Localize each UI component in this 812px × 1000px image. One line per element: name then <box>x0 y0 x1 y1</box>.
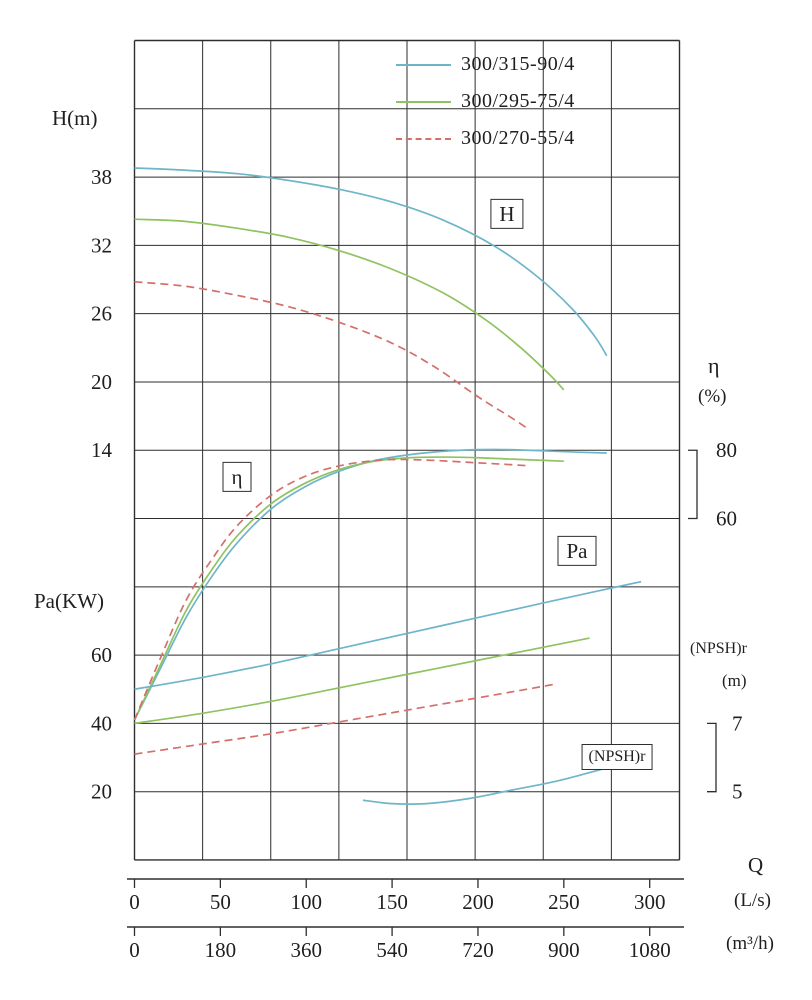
npsh-tick-label: 7 <box>732 711 743 735</box>
eta-curve <box>133 458 527 721</box>
pa-curve <box>134 637 590 725</box>
x-axes: 0 50 100 150 200 250 300 0 180 360 540 720 900 1080 <box>127 878 684 962</box>
npsh-range-bracket <box>707 722 717 793</box>
eta-curve <box>133 448 607 721</box>
npshr-curve <box>362 760 633 806</box>
q-axis-unit-ls: (L/s) <box>734 890 771 911</box>
x-tick-label-ls: 200 <box>462 890 494 914</box>
legend-line-sample <box>396 100 451 103</box>
x-tick-label-m3h: 540 <box>376 938 408 962</box>
h-curve <box>134 218 565 391</box>
pa-tick-label: 40 <box>91 711 112 735</box>
h-curve <box>134 167 608 357</box>
eta-tick-label: 80 <box>716 438 737 462</box>
eta-range-bracket <box>688 449 698 520</box>
h-curve <box>134 280 527 429</box>
pa-curve <box>134 683 556 755</box>
h-tick-label: 38 <box>91 165 112 189</box>
h-tick-label: 14 <box>91 438 113 462</box>
eta-curve <box>133 456 564 721</box>
pa-tick-label: 20 <box>91 780 112 804</box>
x-tick-label-m3h: 0 <box>129 938 140 962</box>
x-tick-label-m3h: 180 <box>205 938 237 962</box>
x-tick-label-ls: 250 <box>548 890 580 914</box>
legend-label: 300/270-55/4 <box>461 127 575 149</box>
x-tick-label-m3h: 720 <box>462 938 494 962</box>
h-tick-label: 26 <box>91 302 112 326</box>
h-tick-label: 32 <box>91 233 112 257</box>
q-axis-unit-m3h: (m³/h) <box>726 933 774 954</box>
pa-axis-title: Pa(KW) <box>34 589 104 613</box>
npsh-tick-label: 5 <box>732 780 743 804</box>
eta-axis-unit: (%) <box>698 386 727 407</box>
x-tick-label-m3h: 900 <box>548 938 580 962</box>
x-tick-label-ls: 50 <box>210 890 231 914</box>
h-tick-label: 20 <box>91 370 112 394</box>
brackets <box>688 449 717 793</box>
legend: 300/315-90/4 300/295-75/4 300/270-55/4 <box>396 46 575 157</box>
x-tick-label-ls: 300 <box>634 890 666 914</box>
eta-tick-label: 60 <box>716 507 737 531</box>
h-axis-title: H(m) <box>52 106 98 130</box>
legend-line-sample <box>396 63 451 66</box>
grid <box>133 39 681 861</box>
legend-item: 300/315-90/4 <box>396 46 575 83</box>
npsh-axis-unit: (m) <box>722 671 747 690</box>
legend-label: 300/315-90/4 <box>461 53 575 75</box>
pa-curve <box>134 580 642 691</box>
legend-item: 300/295-75/4 <box>396 83 575 120</box>
x-tick-label-m3h: 1080 <box>629 938 671 962</box>
q-axis-title: Q <box>748 853 764 877</box>
x-tick-label-ls: 150 <box>376 890 408 914</box>
legend-item: 300/270-55/4 <box>396 120 575 157</box>
legend-line-sample <box>396 137 451 140</box>
eta-axis-title: η <box>708 353 720 378</box>
eta-label: η <box>222 461 252 493</box>
pa-label: Pa <box>557 535 597 567</box>
axis-ticks: 38 32 26 20 14 60 40 20 80 60 7 5 <box>91 165 743 804</box>
x-tick-label-m3h: 360 <box>290 938 322 962</box>
legend-label: 300/295-75/4 <box>461 90 575 112</box>
npsh-label: (NPSH)r <box>581 744 653 770</box>
h-label: H <box>490 198 524 230</box>
x-tick-label-ls: 0 <box>129 890 140 914</box>
pa-tick-label: 60 <box>91 643 112 667</box>
curves <box>133 167 642 806</box>
npsh-axis-title: (NPSH)r <box>690 640 747 657</box>
x-tick-label-ls: 100 <box>290 890 322 914</box>
